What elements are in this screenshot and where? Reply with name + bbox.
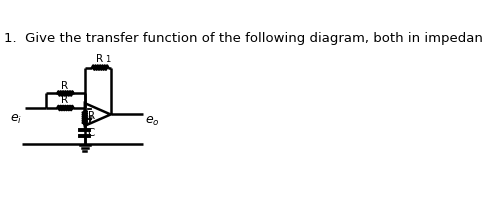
Text: R: R	[96, 54, 103, 64]
Text: R: R	[88, 111, 95, 121]
Text: 1.  Give the transfer function of the following diagram, both in impedance and R: 1. Give the transfer function of the fol…	[4, 32, 482, 45]
Text: C: C	[88, 128, 95, 138]
Text: $e_i$: $e_i$	[10, 113, 22, 126]
Text: 1: 1	[105, 55, 110, 64]
Text: 2: 2	[88, 116, 93, 125]
Text: R: R	[61, 81, 67, 91]
Text: R: R	[61, 95, 67, 105]
Text: $e_o$: $e_o$	[145, 115, 159, 128]
